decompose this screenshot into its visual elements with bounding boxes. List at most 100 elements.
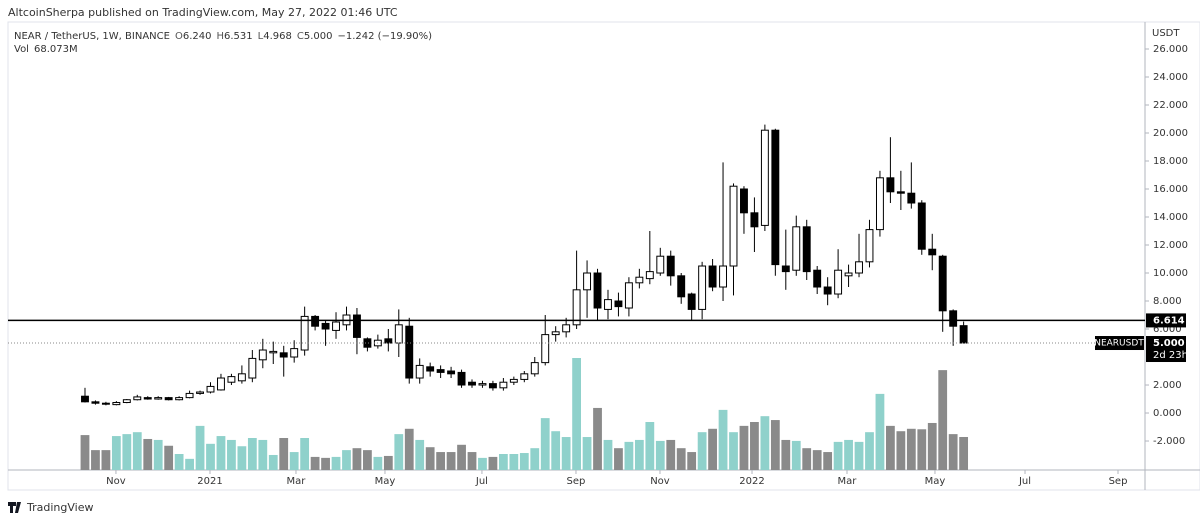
volume-bar xyxy=(655,440,665,470)
candle-body xyxy=(394,324,403,344)
x-tick-label: Sep xyxy=(1109,476,1128,487)
volume-bar xyxy=(498,454,508,470)
legend-value: 5.000 xyxy=(304,31,333,42)
candle-body xyxy=(311,315,320,327)
x-tick-label: 2022 xyxy=(739,476,764,487)
axis-unit: USDT xyxy=(1152,28,1180,39)
volume-bar xyxy=(875,393,885,470)
volume-bar xyxy=(143,438,153,470)
brand-name: TradingView xyxy=(26,501,93,514)
symbol-box xyxy=(1095,336,1144,351)
y-tick-label: 26.000 xyxy=(1153,44,1188,55)
candle-body xyxy=(750,212,759,228)
x-tick-label: Mar xyxy=(287,476,307,487)
candle-body xyxy=(698,265,707,310)
candle-body xyxy=(666,255,675,277)
volume-bar xyxy=(268,454,278,470)
volume-bar xyxy=(634,439,644,470)
volume-bar xyxy=(383,455,393,470)
y-tick-label: 16.000 xyxy=(1153,184,1188,195)
candle-body xyxy=(457,371,466,386)
candle-body xyxy=(363,338,372,348)
volume-bar xyxy=(300,438,310,470)
volume-bar xyxy=(101,450,111,470)
candle-body xyxy=(530,362,539,375)
candle-body xyxy=(415,364,424,379)
candle-body xyxy=(447,370,456,375)
candle-body xyxy=(468,381,476,386)
volume-bar xyxy=(645,422,655,470)
y-tick-label: 18.000 xyxy=(1153,156,1188,167)
volume-bar xyxy=(342,450,351,470)
volume-bar xyxy=(216,436,226,470)
volume-bar xyxy=(886,425,895,470)
volume-bar xyxy=(373,456,383,470)
candle-body xyxy=(237,373,246,382)
volume-bar xyxy=(624,441,634,470)
candle-body xyxy=(781,265,790,273)
volume-bar xyxy=(938,370,948,470)
volume-bar xyxy=(812,450,822,470)
candle-body xyxy=(949,310,958,327)
candle-body xyxy=(101,402,110,405)
footer: TradingView xyxy=(8,501,93,514)
legend-value: 6.531 xyxy=(224,31,253,42)
y-tick-label: 20.000 xyxy=(1153,128,1188,139)
volume-bar xyxy=(195,425,205,470)
volume-bar xyxy=(91,450,100,470)
candle-body xyxy=(321,322,330,330)
volume-bar xyxy=(865,432,874,470)
volume-bar xyxy=(446,452,456,470)
volume-bar xyxy=(111,436,121,470)
volume-bar xyxy=(582,437,592,470)
candle-body xyxy=(478,383,487,386)
candle-body xyxy=(604,299,612,310)
volume-bar xyxy=(551,431,561,470)
y-tick-label: 10.000 xyxy=(1153,268,1188,279)
candle-body xyxy=(405,325,414,379)
candle-body xyxy=(154,397,163,400)
candle-body xyxy=(133,396,142,401)
volume-bar xyxy=(959,436,969,470)
volume-text: 68.073M xyxy=(34,44,78,55)
candle-body xyxy=(248,357,257,379)
candle-body xyxy=(834,269,843,295)
candle-body xyxy=(175,397,184,401)
candle-body xyxy=(855,261,863,274)
volume-bar xyxy=(394,434,404,470)
y-tick-label: 8.000 xyxy=(1153,296,1182,307)
candle-body xyxy=(645,271,654,280)
candle-body xyxy=(290,348,299,358)
candle-body xyxy=(509,378,518,383)
legend-change: −1.242 (−19.90%) xyxy=(337,31,432,42)
volume-bar xyxy=(833,441,843,470)
legend-key: C xyxy=(297,31,304,42)
candle-body xyxy=(269,350,278,354)
candle-body xyxy=(227,376,236,383)
price-box xyxy=(1146,336,1186,363)
candle-body xyxy=(258,349,267,361)
x-tick-label: May xyxy=(925,476,946,487)
volume-bar xyxy=(802,448,812,470)
candle-body xyxy=(279,352,288,358)
candle-body xyxy=(541,334,550,364)
volume-bar xyxy=(530,448,540,470)
volume-bar xyxy=(321,457,330,470)
candle-body xyxy=(206,385,215,393)
y-tick-label: -2.000 xyxy=(1153,436,1185,447)
volume-bar xyxy=(572,358,581,470)
volume-bar xyxy=(237,446,247,470)
y-tick-label: 6.000 xyxy=(1153,324,1182,335)
candle-body xyxy=(81,395,89,403)
candle-body xyxy=(520,373,529,380)
candle-body xyxy=(122,399,131,404)
candle-body xyxy=(300,315,309,351)
symbol: NEAR / TetherUS, 1W, BINANCE xyxy=(14,31,170,42)
volume-bar xyxy=(676,448,686,470)
volume-bar xyxy=(917,429,927,470)
volume-bar xyxy=(488,456,498,470)
volume-bar xyxy=(760,416,770,470)
candle-body xyxy=(959,325,968,344)
legend-key: L xyxy=(258,31,264,42)
candle-body xyxy=(760,129,769,226)
